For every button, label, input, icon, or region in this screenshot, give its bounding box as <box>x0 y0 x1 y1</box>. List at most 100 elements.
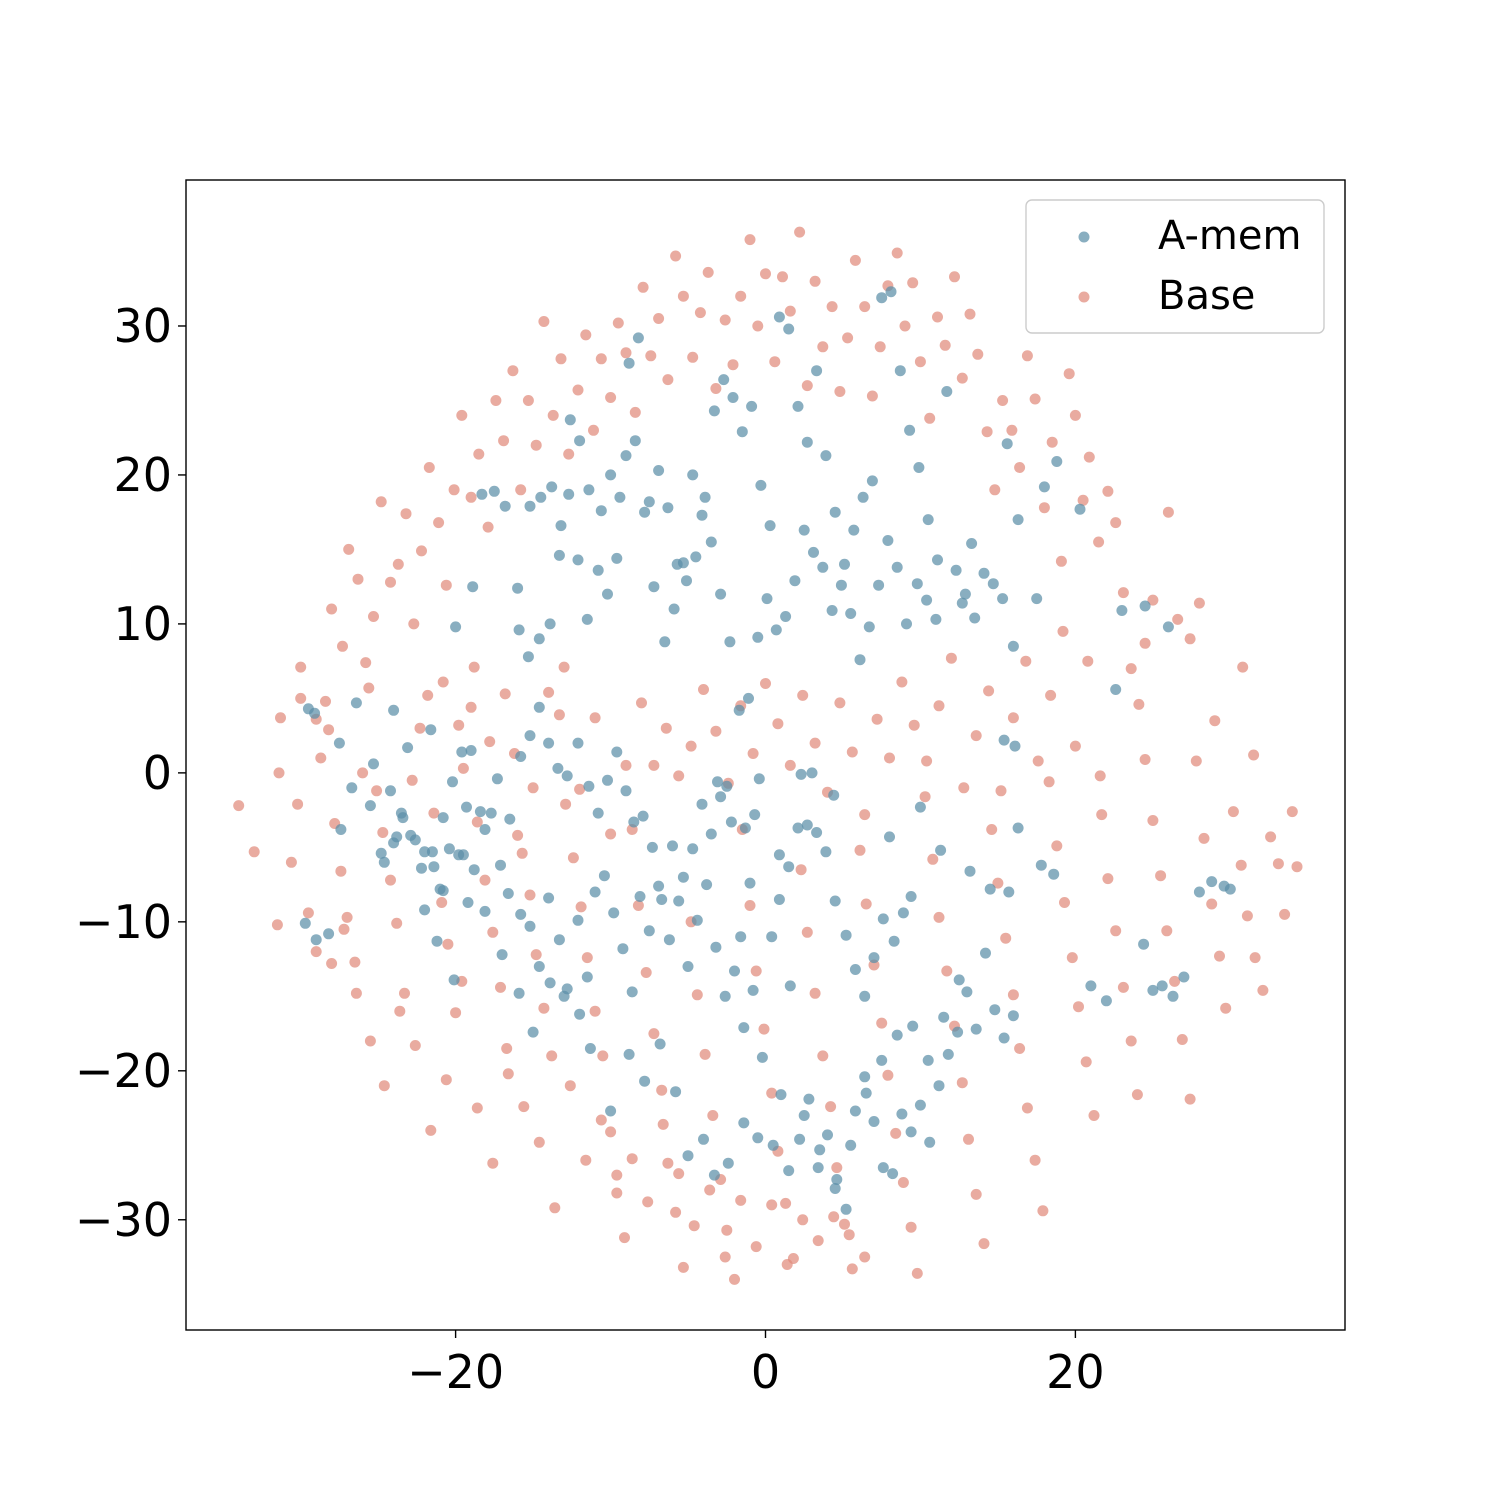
point-a-mem <box>1003 886 1015 898</box>
point-a-mem <box>425 724 437 736</box>
point-a-mem <box>922 514 934 526</box>
point-a-mem <box>572 737 584 749</box>
point-base <box>564 1080 576 1092</box>
point-base <box>323 724 335 736</box>
point-a-mem <box>901 618 912 630</box>
point-base <box>1125 1035 1137 1047</box>
point-a-mem <box>773 894 785 905</box>
point-base <box>933 700 945 712</box>
point-a-mem <box>581 613 593 625</box>
point-a-mem <box>924 1136 936 1148</box>
point-base <box>809 987 821 999</box>
point-a-mem <box>690 551 702 563</box>
point-a-mem <box>474 806 486 818</box>
point-base <box>1209 715 1221 727</box>
point-a-mem <box>998 1032 1010 1044</box>
point-base <box>440 579 452 591</box>
point-base <box>518 1101 530 1113</box>
point-base <box>685 740 697 752</box>
point-base <box>473 448 485 460</box>
point-base <box>1190 755 1202 767</box>
point-base <box>747 748 759 759</box>
point-a-mem <box>512 582 524 594</box>
point-a-mem <box>416 862 427 874</box>
point-a-mem <box>961 986 973 998</box>
point-a-mem <box>783 1165 795 1177</box>
point-a-mem <box>989 1004 1001 1016</box>
point-base <box>555 353 567 365</box>
point-a-mem <box>725 816 737 828</box>
point-base <box>533 1136 545 1148</box>
point-a-mem <box>468 864 480 876</box>
x-tick-label: 0 <box>751 1345 780 1399</box>
point-a-mem <box>941 386 953 397</box>
point-base <box>992 877 1004 889</box>
point-a-mem <box>719 990 731 1002</box>
point-base <box>834 697 846 709</box>
point-base <box>927 853 939 865</box>
point-a-mem <box>970 1023 982 1035</box>
point-a-mem <box>681 575 692 587</box>
point-base <box>876 1017 888 1029</box>
point-base <box>479 874 491 886</box>
point-a-mem <box>375 847 387 859</box>
point-base <box>605 1126 617 1138</box>
point-a-mem <box>643 925 655 937</box>
point-base <box>1069 740 1081 752</box>
point-base <box>363 682 375 694</box>
point-a-mem <box>598 870 610 882</box>
point-base <box>859 1251 871 1263</box>
point-a-mem <box>877 913 889 925</box>
point-base <box>543 686 555 698</box>
point-base <box>710 383 722 394</box>
point-a-mem <box>930 613 942 625</box>
point-base <box>501 1043 513 1054</box>
point-a-mem <box>691 914 703 926</box>
point-base <box>995 785 1007 797</box>
point-base <box>801 380 813 392</box>
point-a-mem <box>914 801 926 813</box>
point-base <box>662 374 674 386</box>
point-a-mem <box>632 332 644 344</box>
point-a-mem <box>876 292 888 304</box>
point-base <box>611 1187 623 1199</box>
point-a-mem <box>533 633 545 645</box>
point-a-mem <box>696 509 708 521</box>
point-base <box>964 308 976 320</box>
point-a-mem <box>350 697 362 709</box>
point-a-mem <box>907 1020 919 1032</box>
point-base <box>338 923 350 935</box>
point-a-mem <box>739 822 751 834</box>
point-a-mem <box>405 829 417 841</box>
point-base <box>825 1101 837 1113</box>
point-a-mem <box>1193 886 1205 898</box>
point-a-mem <box>637 810 649 822</box>
point-base <box>826 301 838 313</box>
point-base <box>719 314 731 326</box>
point-a-mem <box>822 1129 833 1141</box>
point-base <box>809 275 821 287</box>
point-a-mem <box>561 770 573 782</box>
point-base <box>1102 873 1114 885</box>
point-a-mem <box>558 990 570 1002</box>
point-a-mem <box>1007 640 1019 652</box>
point-base <box>1069 409 1081 421</box>
point-a-mem <box>783 323 795 335</box>
point-base <box>809 737 821 749</box>
point-a-mem <box>876 1054 888 1066</box>
point-base <box>660 722 672 734</box>
point-base <box>1073 1001 1084 1013</box>
point-a-mem <box>496 949 508 961</box>
point-a-mem <box>555 520 567 532</box>
point-a-mem <box>727 392 739 403</box>
point-a-mem <box>515 908 527 920</box>
point-a-mem <box>388 837 400 849</box>
point-a-mem <box>668 603 680 615</box>
legend-marker-base <box>1078 291 1090 303</box>
point-base <box>637 281 649 293</box>
point-base <box>422 689 434 701</box>
point-base <box>409 1040 421 1051</box>
point-base <box>371 785 383 797</box>
point-base <box>502 1068 514 1080</box>
point-base <box>1038 502 1050 514</box>
